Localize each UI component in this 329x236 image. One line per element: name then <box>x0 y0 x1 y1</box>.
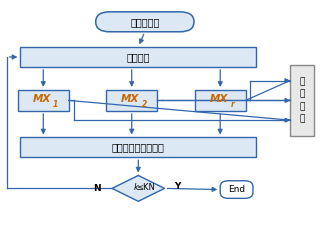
FancyBboxPatch shape <box>106 90 157 111</box>
FancyBboxPatch shape <box>220 181 253 198</box>
Text: 各模型及其它的计算: 各模型及其它的计算 <box>112 142 165 152</box>
FancyBboxPatch shape <box>20 47 256 67</box>
Text: End: End <box>228 185 245 194</box>
FancyBboxPatch shape <box>290 65 315 136</box>
Text: 2: 2 <box>141 100 147 109</box>
Text: Y: Y <box>174 181 181 190</box>
Text: 1: 1 <box>53 100 58 109</box>
Text: MX: MX <box>121 94 139 104</box>
FancyBboxPatch shape <box>20 137 256 157</box>
FancyBboxPatch shape <box>96 12 194 32</box>
FancyBboxPatch shape <box>195 90 245 111</box>
Text: MX: MX <box>209 94 228 104</box>
Text: r: r <box>231 100 235 109</box>
Text: k: k <box>133 183 138 192</box>
Text: ≤KN: ≤KN <box>136 183 155 192</box>
Text: 模型初始化: 模型初始化 <box>130 17 160 27</box>
Text: 输入交互: 输入交互 <box>127 52 150 62</box>
Text: N: N <box>93 184 101 193</box>
Text: MX: MX <box>33 94 51 104</box>
Text: 输
出
交
互: 输 出 交 互 <box>299 77 305 124</box>
Polygon shape <box>112 176 164 201</box>
FancyBboxPatch shape <box>18 90 69 111</box>
